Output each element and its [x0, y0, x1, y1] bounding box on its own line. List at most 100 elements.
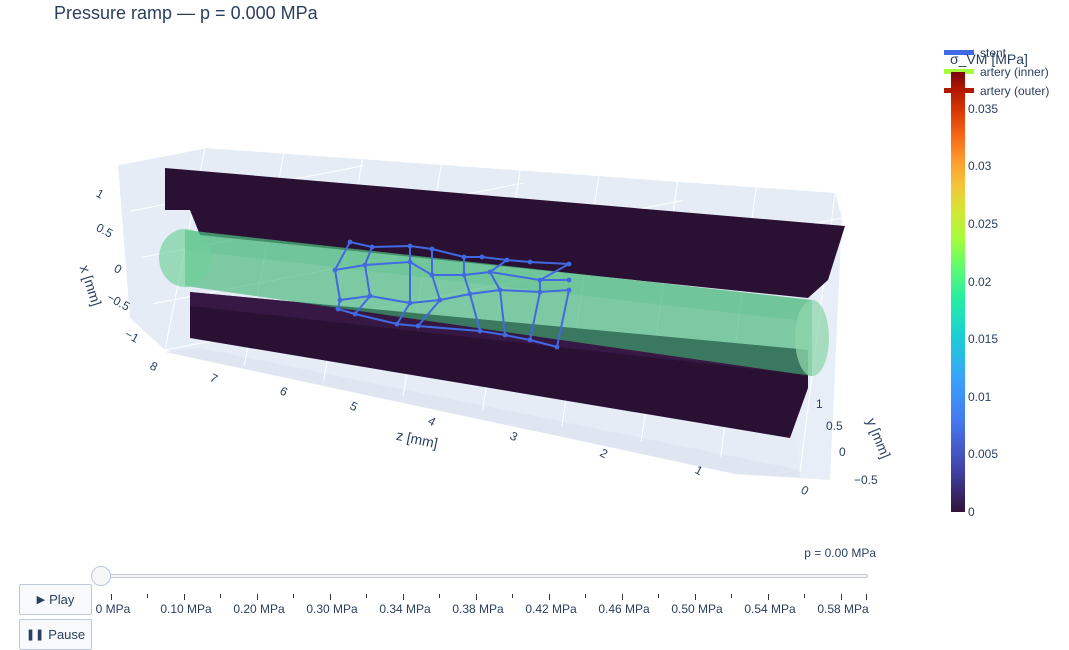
colorbar-tick: 0.03 — [968, 159, 992, 174]
legend-label-stent: stent — [980, 46, 1007, 60]
legend-label-artery-inner: artery (inner) — [980, 65, 1049, 79]
stent-node — [332, 267, 338, 273]
stent-strut-ring — [339, 288, 570, 305]
legend-swatch-stent — [944, 50, 974, 55]
slider-minor-tick — [220, 594, 221, 598]
stent-node — [429, 272, 435, 278]
stent-node — [437, 297, 443, 303]
stent-strut — [463, 274, 471, 295]
slider-label: 0.46 MPa — [598, 602, 650, 616]
stent-node — [566, 277, 572, 283]
stent-node — [487, 269, 493, 275]
y-axis-tick: 1 — [816, 397, 823, 411]
slider-tick — [330, 594, 331, 600]
slider-label: 0.20 MPa — [233, 602, 285, 616]
slider-label: 0.42 MPa — [525, 602, 577, 616]
x-axis-tick: 0.5 — [94, 220, 116, 240]
z-axis-tick: 2 — [598, 446, 611, 462]
legend-swatch-artery-inner — [944, 69, 974, 74]
stent-strut — [499, 289, 506, 336]
stent-node — [497, 287, 503, 293]
stent-node — [337, 297, 343, 303]
slider-minor-tick — [658, 594, 659, 598]
stent-node — [367, 293, 373, 299]
play-button[interactable]: ▶ Play — [19, 584, 92, 615]
stent-node — [369, 244, 375, 250]
colorbar-title: σ_VM [MPa] — [950, 51, 1028, 67]
floor-plane — [165, 348, 822, 478]
stent-node — [335, 306, 341, 312]
z-axis-tick: 5 — [348, 399, 361, 415]
slider-tick — [476, 594, 477, 600]
slider-minor-tick — [731, 594, 732, 598]
stent-node — [362, 262, 368, 268]
artery-inner-highlight — [185, 230, 812, 322]
artery-inner-end-right — [795, 300, 829, 376]
slider-minor-tick — [585, 594, 586, 598]
colorbar-tick: 0.005 — [968, 447, 999, 462]
y-axis-tick: 0 — [839, 445, 846, 459]
slider-tick — [768, 594, 769, 600]
slider-label: 0.38 MPa — [452, 602, 504, 616]
stent-node — [352, 311, 358, 317]
stent-strut-ring — [337, 308, 558, 348]
stent-node — [467, 291, 473, 297]
stent-node — [347, 239, 353, 245]
stent-node — [479, 254, 485, 260]
slider-tick — [184, 594, 185, 600]
slider-label: 0.58 MPa — [817, 602, 869, 616]
slider-label: 0 MPa — [95, 602, 131, 616]
stent-strut — [556, 289, 570, 348]
stent-strut — [334, 241, 351, 271]
artery-inner-end-left — [159, 229, 211, 287]
y-axis-tick: −0.5 — [854, 473, 878, 487]
slider-current-value: p = 0.00 MPa — [804, 546, 876, 560]
x-axis-title: x [mm] — [77, 263, 105, 308]
pause-label: Pause — [48, 627, 86, 642]
stent-strut — [417, 299, 441, 327]
z-axis-tick: 3 — [508, 429, 521, 445]
slider-label: 0.10 MPa — [160, 602, 212, 616]
stent-node — [461, 254, 467, 260]
colorbar — [951, 72, 965, 512]
slider-tick — [695, 594, 696, 600]
colorbar-tick: 0.035 — [968, 101, 999, 116]
slider-tick — [111, 594, 112, 600]
slider-minor-tick — [147, 594, 148, 598]
z-axis-title: z [mm] — [395, 427, 439, 451]
stent-node — [407, 259, 413, 265]
slider-tick — [403, 594, 404, 600]
stent-node — [502, 332, 508, 338]
stent-node — [407, 243, 413, 249]
colorbar-tick: 0 — [968, 505, 975, 519]
stent-node — [554, 344, 560, 350]
slider-label: 0.54 MPa — [744, 602, 796, 616]
slider-tick — [866, 594, 867, 600]
stent-strut — [334, 269, 341, 301]
pause-button[interactable]: ❚❚ Pause — [19, 619, 92, 650]
colorbar-tick: 0.015 — [968, 332, 999, 347]
stent-node — [566, 287, 572, 293]
stent-node — [461, 272, 467, 278]
colorbar-tick: 0.01 — [968, 389, 992, 404]
stent-node — [394, 321, 400, 327]
stent-node — [504, 257, 510, 263]
z-axis-tick: 6 — [278, 384, 291, 400]
slider-tick — [257, 594, 258, 600]
stent-node — [415, 323, 421, 329]
slider-label: 0.34 MPa — [379, 602, 431, 616]
slider-minor-tick — [804, 594, 805, 598]
colorbar-tick: 0.025 — [968, 217, 999, 232]
colorbar-tick: 0.02 — [968, 274, 992, 289]
stent-strut — [489, 271, 501, 291]
play-icon: ▶ — [36, 594, 46, 606]
y-axis-tick: 0.5 — [826, 419, 843, 433]
slider-rail[interactable] — [100, 574, 868, 578]
slider-minor-tick — [512, 594, 513, 598]
stent-strut — [539, 263, 570, 281]
slider-handle[interactable] — [91, 566, 111, 586]
stent-strut — [489, 259, 508, 273]
stent-strut — [469, 293, 481, 332]
artery-outer-bottom — [190, 292, 808, 438]
